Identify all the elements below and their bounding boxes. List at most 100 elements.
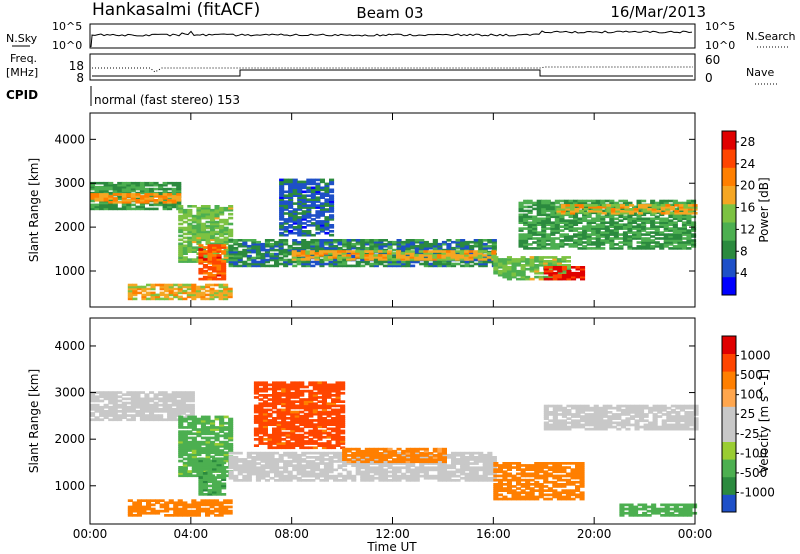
- heatmap-cell: [189, 395, 195, 399]
- heatmap-cell: [146, 297, 152, 301]
- heatmap-cell: [121, 193, 127, 196]
- heatmap-cell: [202, 493, 208, 496]
- heatmap-cell: [310, 451, 316, 455]
- heatmap-cell: [176, 181, 182, 185]
- heatmap-cell: [162, 401, 168, 405]
- heatmap-cell: [214, 436, 220, 440]
- heatmap-cell: [130, 414, 136, 417]
- heatmap-cell: [121, 397, 127, 401]
- heatmap-cell: [212, 482, 218, 486]
- heatmap-cell: [516, 273, 522, 277]
- heatmap-cell: [219, 415, 225, 419]
- heatmap-cell: [167, 418, 173, 422]
- heatmap-cell: [423, 466, 429, 470]
- heatmap-cell: [391, 252, 397, 255]
- heatmap-cell: [326, 444, 332, 447]
- heatmap-cell: [294, 406, 300, 410]
- heatmap-cell: [168, 501, 174, 505]
- heatmap-cell: [335, 394, 341, 397]
- heatmap-cell: [228, 228, 234, 232]
- heatmap-cell: [135, 193, 141, 196]
- heatmap-cell: [321, 394, 327, 397]
- heatmap-cell: [654, 207, 660, 211]
- heatmap-cell: [328, 252, 334, 255]
- heatmap-cell: [487, 472, 493, 476]
- heatmap-cell: [552, 262, 558, 265]
- heatmap-cell: [303, 414, 309, 418]
- heatmap-cell: [176, 189, 182, 193]
- heatmap-cell: [246, 254, 252, 258]
- heatmap-cell: [460, 468, 466, 472]
- heatmap-cell: [586, 213, 592, 217]
- heatmap-cell: [237, 464, 243, 467]
- heatmap-cell: [112, 399, 118, 403]
- heatmap-cell: [568, 219, 574, 222]
- heatmap-cell: [196, 428, 202, 431]
- heatmap-cell: [321, 417, 327, 420]
- heatmap-cell: [212, 250, 218, 253]
- heatmap-cell: [333, 456, 339, 459]
- heatmap-cell: [478, 244, 484, 248]
- heatmap-cell: [301, 233, 307, 237]
- heatmap-cell: [319, 258, 325, 262]
- heatmap-cell: [561, 275, 567, 279]
- heatmap-cell: [290, 433, 296, 437]
- heatmap-cell: [323, 468, 329, 472]
- heatmap-cell: [146, 507, 152, 511]
- heatmap-cell: [301, 200, 307, 203]
- heatmap-cell: [319, 453, 325, 457]
- heatmap-cell: [355, 472, 361, 476]
- heatmap-cell: [312, 387, 318, 391]
- heatmap-cell: [214, 226, 220, 230]
- heatmap-cell: [103, 187, 109, 191]
- heatmap-cell: [202, 488, 208, 492]
- heatmap-cell: [191, 461, 197, 465]
- heatmap-cell: [482, 468, 488, 472]
- heatmap-cell: [223, 287, 229, 291]
- heatmap-cell: [207, 472, 213, 475]
- heatmap-cell: [288, 210, 294, 213]
- heatmap-cell: [600, 217, 606, 221]
- heatmap-cell: [207, 490, 213, 494]
- heatmap-cell: [191, 240, 197, 244]
- colorbar-swatch: [722, 276, 736, 296]
- heatmap-cell: [299, 444, 305, 447]
- heatmap-cell: [400, 256, 406, 259]
- beam-title: Beam 03: [356, 4, 423, 22]
- heatmap-cell: [672, 239, 678, 242]
- heatmap-cell: [331, 435, 337, 439]
- heatmap-cell: [308, 423, 314, 426]
- heatmap-cell: [527, 225, 533, 228]
- colorbar-frame: [721, 130, 737, 296]
- heatmap-cell: [360, 466, 366, 470]
- heatmap-cell: [550, 215, 556, 219]
- heatmap-cell: [577, 227, 583, 230]
- heatmap-cell: [283, 200, 289, 203]
- heatmap-cell: [323, 242, 329, 246]
- heatmap-cell: [178, 426, 184, 429]
- heatmap-cell: [565, 256, 571, 259]
- heatmap-cell: [586, 229, 592, 232]
- heatmap-cell: [529, 266, 535, 269]
- heatmap-cell: [136, 287, 142, 291]
- heatmap-cell: [264, 453, 270, 457]
- heatmap-cell: [554, 215, 560, 219]
- heatmap-cell: [272, 442, 278, 445]
- heatmap-cell: [255, 458, 261, 461]
- heatmap-cell: [468, 256, 474, 259]
- heatmap-cell: [321, 410, 327, 414]
- heatmap-cell: [604, 235, 610, 238]
- heatmap-cell: [364, 262, 370, 266]
- heatmap-cell: [212, 476, 218, 479]
- heatmap-cell: [340, 423, 346, 426]
- heatmap-cell: [228, 464, 234, 467]
- heatmap-cell: [423, 462, 429, 465]
- heatmap-cell: [360, 474, 366, 478]
- heatmap-cell: [255, 466, 261, 470]
- heatmap-cell: [108, 187, 114, 191]
- heatmap-cell: [253, 421, 259, 424]
- heatmap-cell: [324, 198, 330, 201]
- heatmap-cell: [177, 499, 183, 502]
- heatmap-cell: [310, 460, 316, 463]
- heatmap-cell: [423, 474, 429, 478]
